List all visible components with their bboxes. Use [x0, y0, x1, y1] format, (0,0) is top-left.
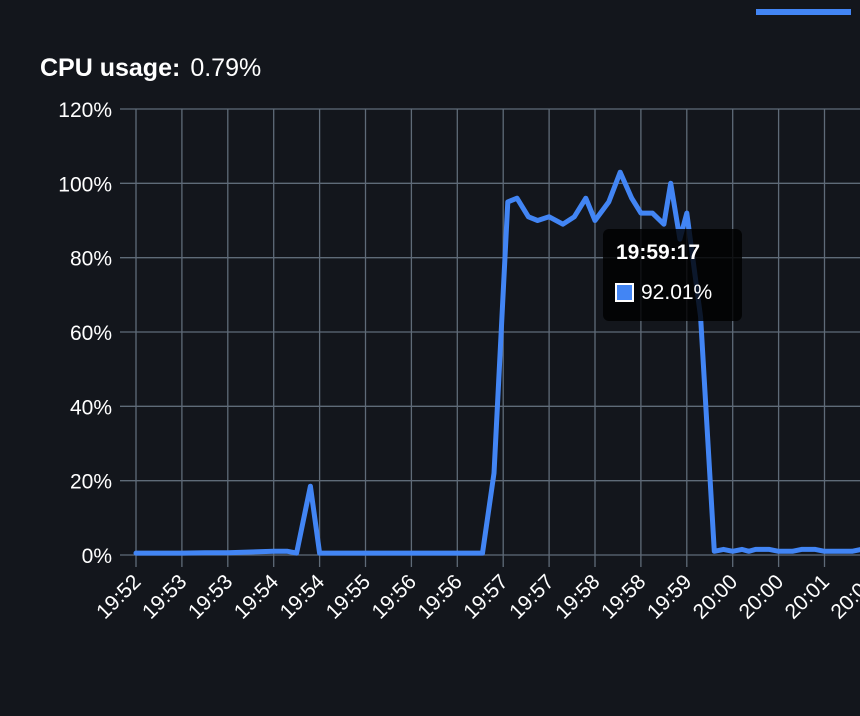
series-point [526, 214, 531, 219]
x-tick-label: 19:58 [551, 570, 604, 623]
series-point [248, 549, 253, 555]
series-point [799, 547, 804, 552]
series-point [746, 549, 751, 554]
y-tick-label: 120% [58, 99, 112, 122]
x-tick-label: 19:59 [643, 570, 696, 623]
series-point [505, 199, 510, 205]
x-tick-label: 19:55 [322, 570, 375, 623]
series-point [455, 550, 460, 556]
legend-swatch[interactable] [756, 9, 851, 15]
series-point [753, 547, 758, 552]
series-point [317, 550, 322, 556]
series-point [767, 547, 772, 552]
series-point [684, 210, 689, 216]
series-point [285, 549, 290, 554]
x-tick-label: 19:52 [92, 570, 145, 623]
x-tick-label: 20:00 [689, 570, 742, 623]
series-point [572, 214, 577, 219]
series-point [546, 214, 552, 219]
series-point [202, 550, 208, 555]
series-point [849, 549, 855, 554]
series-point [650, 210, 655, 216]
series-point [638, 210, 644, 216]
series-point [668, 181, 673, 186]
series-point [661, 222, 667, 227]
x-tick-label: 20:01 [781, 570, 834, 623]
x-tick-label: 19:56 [368, 570, 421, 623]
x-tick-label: 20:00 [735, 570, 788, 623]
tooltip-time: 19:59:17 [616, 241, 701, 264]
y-tick-label: 20% [70, 471, 112, 494]
x-tick-label: 19:58 [597, 570, 650, 623]
series-point [179, 550, 185, 556]
tooltip-value: 92.01% [641, 281, 713, 304]
y-tick-label: 80% [70, 248, 112, 271]
series-point [271, 549, 276, 554]
series-point [308, 484, 313, 489]
series-line-cpu [133, 169, 860, 556]
x-tick-label: 19:57 [459, 570, 512, 623]
series-point [468, 550, 474, 556]
x-tick-label: 19:56 [413, 570, 466, 623]
series-point [514, 196, 520, 201]
x-tick-label: 19:57 [505, 570, 558, 623]
series-points [133, 169, 860, 556]
x-axis-ticks: 19:5219:5319:5319:5419:5419:5519:5619:56… [92, 570, 860, 624]
series-point [739, 547, 745, 552]
chart-header: CPU usage: 0.79% [40, 54, 261, 83]
series-point [535, 218, 540, 223]
series-point [363, 550, 368, 556]
series-point [730, 549, 735, 554]
y-tick-label: 40% [70, 396, 112, 419]
series-point [592, 218, 598, 223]
series-point [721, 547, 726, 552]
series-point [156, 550, 162, 556]
data-tooltip: 19:59:17 92.01% [603, 229, 742, 321]
x-tick-label: 19:54 [230, 570, 284, 624]
series-point [133, 550, 139, 556]
series-point [340, 550, 345, 556]
series-point [776, 549, 781, 554]
y-tick-label: 60% [70, 322, 112, 345]
series-point [606, 199, 611, 205]
series-point [491, 471, 497, 476]
y-tick-label: 0% [82, 545, 112, 568]
series-point [836, 549, 841, 554]
series-point [629, 196, 634, 201]
y-axis-ticks: 0% 20% 40% 60% 80% 100% 120% [58, 99, 112, 568]
series-point [712, 549, 717, 554]
tooltip-series-swatch [615, 283, 634, 302]
series-point [294, 550, 299, 556]
series-point [813, 547, 818, 552]
x-tick-label: 19:54 [276, 570, 330, 624]
series-point [790, 549, 795, 554]
x-tick-label: 19:53 [138, 570, 191, 623]
series-point [432, 550, 437, 556]
x-tick-label: 19:53 [184, 570, 237, 623]
series-point [480, 550, 485, 556]
x-tick-label: 20:01 [827, 570, 860, 623]
cpu-usage-value: 0.79% [190, 54, 262, 82]
cpu-usage-label: CPU usage: [40, 54, 181, 82]
series-point [822, 549, 827, 554]
series-point [560, 222, 566, 227]
series-point [618, 169, 623, 175]
series-point [225, 550, 230, 555]
series-point [409, 550, 414, 556]
series-point [386, 550, 391, 556]
series-point [583, 196, 589, 201]
y-tick-label: 100% [58, 173, 112, 196]
